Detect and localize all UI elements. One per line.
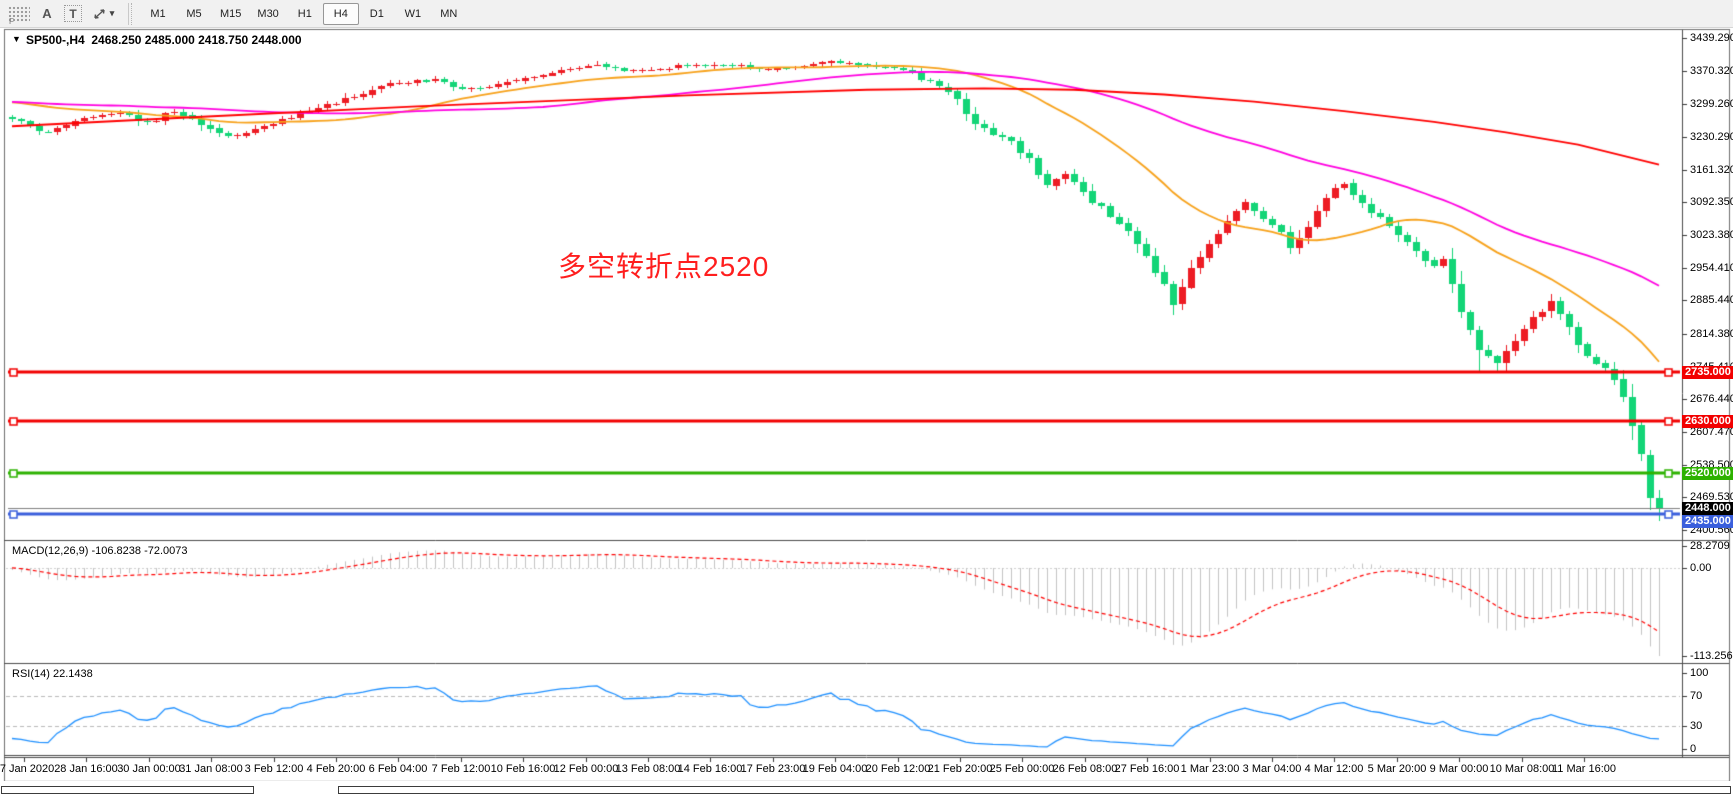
chart-annotation[interactable]: 多空转折点2520	[558, 251, 770, 282]
status-bar	[0, 781, 1733, 795]
horizontal-line-2630.000[interactable]	[8, 418, 1678, 424]
grid-properties-icon[interactable]: F	[8, 5, 30, 26]
timeframe-button-d1[interactable]: D1	[369, 7, 384, 20]
rsi-label: RSI(14) 22.1438	[12, 668, 93, 680]
horizontal-line-2435.000[interactable]	[8, 511, 1678, 517]
dropdown-caret-icon[interactable]: ▾	[109, 8, 115, 18]
timeframe-button-m15[interactable]: M15	[220, 7, 242, 20]
text-label-icon[interactable]: T	[64, 5, 82, 22]
timeframe-button-mn[interactable]: MN	[440, 7, 458, 20]
status-panel	[1, 786, 254, 794]
timeframe-button-w1[interactable]: W1	[404, 7, 422, 20]
timeframe-button-m5[interactable]: M5	[186, 7, 202, 20]
cursor-arrows-icon[interactable]: ▾	[88, 4, 118, 24]
symbol-dropdown-icon[interactable]: ▼	[12, 34, 21, 44]
timeframe-button-m1[interactable]: M1	[150, 7, 166, 20]
chart-title: SP500-,H4 2468.250 2485.000 2418.750 244…	[26, 33, 302, 47]
timeframe-button-m30[interactable]: M30	[257, 7, 279, 20]
diagonal-arrows-glyph	[94, 8, 105, 19]
grid-f-label: F	[9, 16, 14, 26]
font-style-icon[interactable]: A	[42, 6, 52, 21]
toolbar: F A T ▾ M1 M5 M15 M30 H1 H4 D1 W1 MN	[0, 0, 1733, 28]
timeframe-button-h4[interactable]: H4	[322, 2, 359, 25]
timeframe-button-h1[interactable]: H1	[297, 7, 312, 20]
horizontal-scrollbar[interactable]	[338, 786, 1731, 794]
horizontal-line-2520.000[interactable]	[8, 470, 1678, 476]
horizontal-line-2735.000[interactable]	[8, 369, 1678, 375]
toolbar-separator	[128, 2, 132, 25]
macd-label: MACD(12,26,9) -106.8238 -72.0073	[12, 545, 188, 557]
timeframe-group: M1 M5 M15 M30 H1 H4 D1 W1 MN	[140, 2, 467, 25]
